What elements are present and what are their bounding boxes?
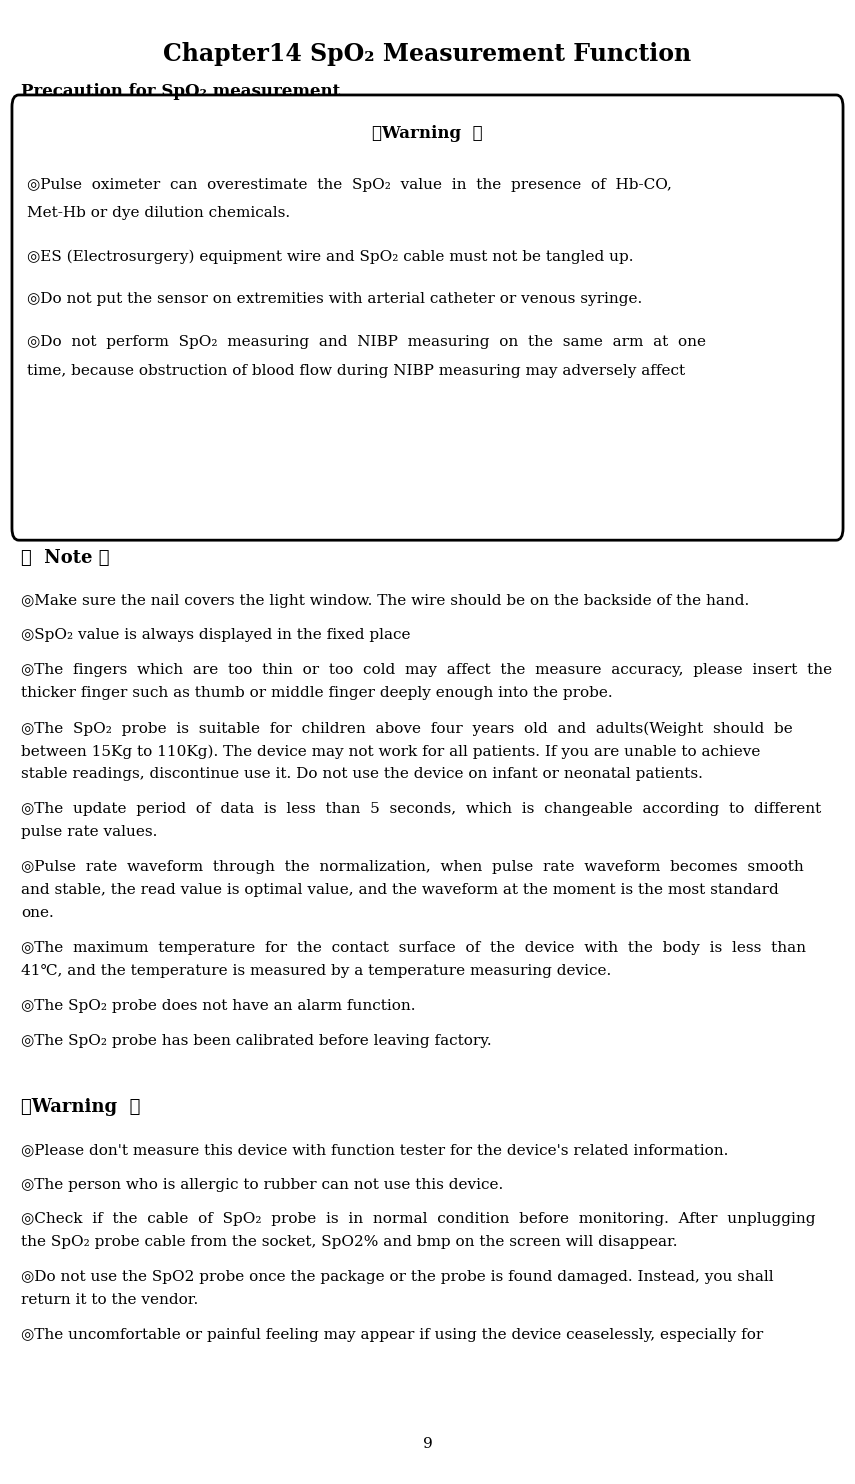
Text: ◎The  update  period  of  data  is  less  than  5  seconds,  which  is  changeab: ◎The update period of data is less than …	[21, 801, 822, 816]
Text: return it to the vendor.: return it to the vendor.	[21, 1294, 198, 1307]
Text: ⚠Warning  ⚠: ⚠Warning ⚠	[372, 125, 483, 141]
Text: ◎Pulse  rate  waveform  through  the  normalization,  when  pulse  rate  wavefor: ◎Pulse rate waveform through the normali…	[21, 859, 804, 874]
Text: 41℃, and the temperature is measured by a temperature measuring device.: 41℃, and the temperature is measured by …	[21, 965, 611, 978]
Text: time, because obstruction of blood flow during NIBP measuring may adversely affe: time, because obstruction of blood flow …	[27, 364, 686, 377]
Text: ◎Make sure the nail covers the light window. The wire should be on the backside : ◎Make sure the nail covers the light win…	[21, 594, 750, 607]
Text: ◎Do not put the sensor on extremities with arterial catheter or venous syringe.: ◎Do not put the sensor on extremities wi…	[27, 292, 643, 306]
Text: ⚠  Note ⚠: ⚠ Note ⚠	[21, 549, 110, 567]
Text: ◎The  SpO₂  probe  is  suitable  for  children  above  four  years  old  and  ad: ◎The SpO₂ probe is suitable for children…	[21, 721, 793, 736]
Text: one.: one.	[21, 905, 54, 920]
Text: Chapter14 SpO₂ Measurement Function: Chapter14 SpO₂ Measurement Function	[163, 42, 692, 65]
Text: Precaution for SpO₂ measurement: Precaution for SpO₂ measurement	[21, 83, 340, 99]
Text: ◎The SpO₂ probe has been calibrated before leaving factory.: ◎The SpO₂ probe has been calibrated befo…	[21, 1034, 492, 1048]
Text: ◎Do not use the SpO2 probe once the package or the probe is found damaged. Inste: ◎Do not use the SpO2 probe once the pack…	[21, 1270, 774, 1284]
Text: ◎The uncomfortable or painful feeling may appear if using the device ceaselessly: ◎The uncomfortable or painful feeling ma…	[21, 1328, 764, 1342]
Text: ◎SpO₂ value is always displayed in the fixed place: ◎SpO₂ value is always displayed in the f…	[21, 628, 411, 643]
FancyBboxPatch shape	[12, 95, 843, 540]
Text: 9: 9	[422, 1438, 433, 1451]
Text: ⚠Warning  ⚠: ⚠Warning ⚠	[21, 1098, 141, 1116]
Text: ◎The  fingers  which  are  too  thin  or  too  cold  may  affect  the  measure  : ◎The fingers which are too thin or too c…	[21, 663, 833, 677]
Text: between 15Kg to 110Kg). The device may not work for all patients. If you are una: between 15Kg to 110Kg). The device may n…	[21, 743, 761, 758]
Text: ◎Please don't measure this device with function tester for the device's related : ◎Please don't measure this device with f…	[21, 1143, 728, 1156]
Text: ◎The  maximum  temperature  for  the  contact  surface  of  the  device  with  t: ◎The maximum temperature for the contact…	[21, 941, 806, 954]
Text: pulse rate values.: pulse rate values.	[21, 825, 158, 838]
Text: ◎Check  if  the  cable  of  SpO₂  probe  is  in  normal  condition  before  moni: ◎Check if the cable of SpO₂ probe is in …	[21, 1212, 816, 1226]
Text: ◎The person who is allergic to rubber can not use this device.: ◎The person who is allergic to rubber ca…	[21, 1178, 504, 1192]
Text: the SpO₂ probe cable from the socket, SpO2% and bmp on the screen will disappear: the SpO₂ probe cable from the socket, Sp…	[21, 1236, 678, 1250]
Text: stable readings, discontinue use it. Do not use the device on infant or neonatal: stable readings, discontinue use it. Do …	[21, 767, 704, 781]
Text: ◎Pulse  oximeter  can  overestimate  the  SpO₂  value  in  the  presence  of  Hb: ◎Pulse oximeter can overestimate the SpO…	[27, 178, 672, 191]
Text: ◎ES (Electrosurgery) equipment wire and SpO₂ cable must not be tangled up.: ◎ES (Electrosurgery) equipment wire and …	[27, 249, 634, 264]
Text: Met-Hb or dye dilution chemicals.: Met-Hb or dye dilution chemicals.	[27, 206, 291, 220]
Text: and stable, the read value is optimal value, and the waveform at the moment is t: and stable, the read value is optimal va…	[21, 883, 779, 896]
Text: thicker finger such as thumb or middle finger deeply enough into the probe.: thicker finger such as thumb or middle f…	[21, 686, 613, 700]
Text: ◎The SpO₂ probe does not have an alarm function.: ◎The SpO₂ probe does not have an alarm f…	[21, 999, 416, 1012]
Text: ◎Do  not  perform  SpO₂  measuring  and  NIBP  measuring  on  the  same  arm  at: ◎Do not perform SpO₂ measuring and NIBP …	[27, 335, 706, 349]
